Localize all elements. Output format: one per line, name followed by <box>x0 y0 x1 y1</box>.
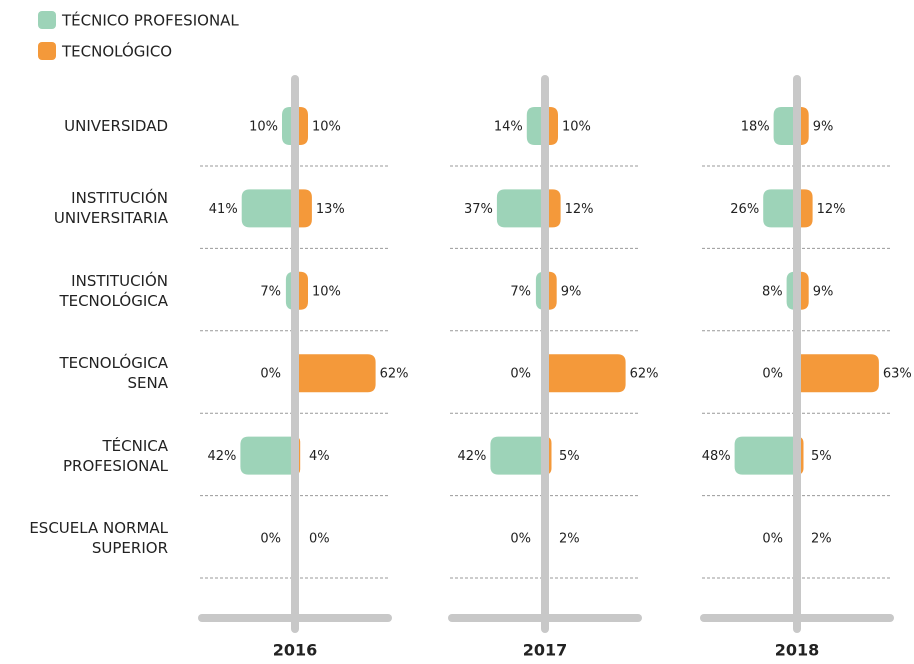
value-label: 12% <box>817 202 846 217</box>
value-label: 9% <box>561 284 582 299</box>
center-axis <box>793 75 801 633</box>
bar <box>734 436 797 475</box>
bar <box>240 436 295 475</box>
bar <box>763 189 797 228</box>
legend-swatch <box>38 11 56 29</box>
bar <box>545 354 626 393</box>
value-label: 0% <box>260 367 281 382</box>
legend-label: TECNOLÓGICO <box>61 42 172 61</box>
value-label: 4% <box>309 449 330 464</box>
value-label: 10% <box>312 284 341 299</box>
value-label: 7% <box>260 284 281 299</box>
category-label: ESCUELA NORMAL SUPERIOR <box>29 519 168 557</box>
value-label: 2% <box>811 532 832 547</box>
value-label: 42% <box>207 449 236 464</box>
value-label: 9% <box>813 284 834 299</box>
value-label: 10% <box>249 120 278 135</box>
value-label: 18% <box>741 120 770 135</box>
category-label: UNIVERSIDAD <box>64 117 168 135</box>
value-label: 48% <box>702 449 731 464</box>
category-label: TECNOLÓGICA SENA <box>59 354 168 393</box>
value-label: 8% <box>762 284 783 299</box>
value-label: 37% <box>464 202 493 217</box>
value-label: 2% <box>559 532 580 547</box>
value-label: 10% <box>312 120 341 135</box>
value-label: 5% <box>559 449 580 464</box>
value-label: 0% <box>510 532 531 547</box>
category-label: INSTITUCIÓN TECNOLÓGICA <box>59 271 168 310</box>
value-label: 13% <box>316 202 345 217</box>
bar <box>496 189 545 228</box>
center-axis <box>541 75 549 633</box>
bar <box>241 189 295 228</box>
bar <box>490 436 545 475</box>
legend-label: TÉCNICO PROFESIONAL <box>61 11 239 30</box>
value-label: 12% <box>565 202 594 217</box>
value-label: 5% <box>811 449 832 464</box>
bar <box>295 354 376 393</box>
bar <box>295 189 312 228</box>
value-label: 0% <box>762 532 783 547</box>
value-label: 42% <box>457 449 486 464</box>
value-label: 14% <box>494 120 523 135</box>
value-label: 63% <box>883 367 912 382</box>
bar <box>797 354 879 393</box>
bar <box>773 107 797 145</box>
value-label: 41% <box>209 202 238 217</box>
value-label: 62% <box>380 367 409 382</box>
bar <box>526 107 545 145</box>
value-label: 0% <box>762 367 783 382</box>
center-axis <box>291 75 299 633</box>
value-label: 9% <box>813 120 834 135</box>
value-label: 0% <box>510 367 531 382</box>
value-label: 7% <box>510 284 531 299</box>
category-label: INSTITUCIÓN UNIVERSITARIA <box>53 189 168 228</box>
panel-title: 2018 <box>775 641 820 660</box>
value-label: 0% <box>260 532 281 547</box>
value-label: 0% <box>309 532 330 547</box>
panel-title: 2016 <box>273 641 318 660</box>
legend-swatch <box>38 42 56 60</box>
value-label: 26% <box>730 202 759 217</box>
panel-title: 2017 <box>523 641 568 660</box>
category-label: TÉCNICA PROFESIONAL <box>63 436 168 475</box>
value-label: 10% <box>562 120 591 135</box>
value-label: 62% <box>630 367 659 382</box>
